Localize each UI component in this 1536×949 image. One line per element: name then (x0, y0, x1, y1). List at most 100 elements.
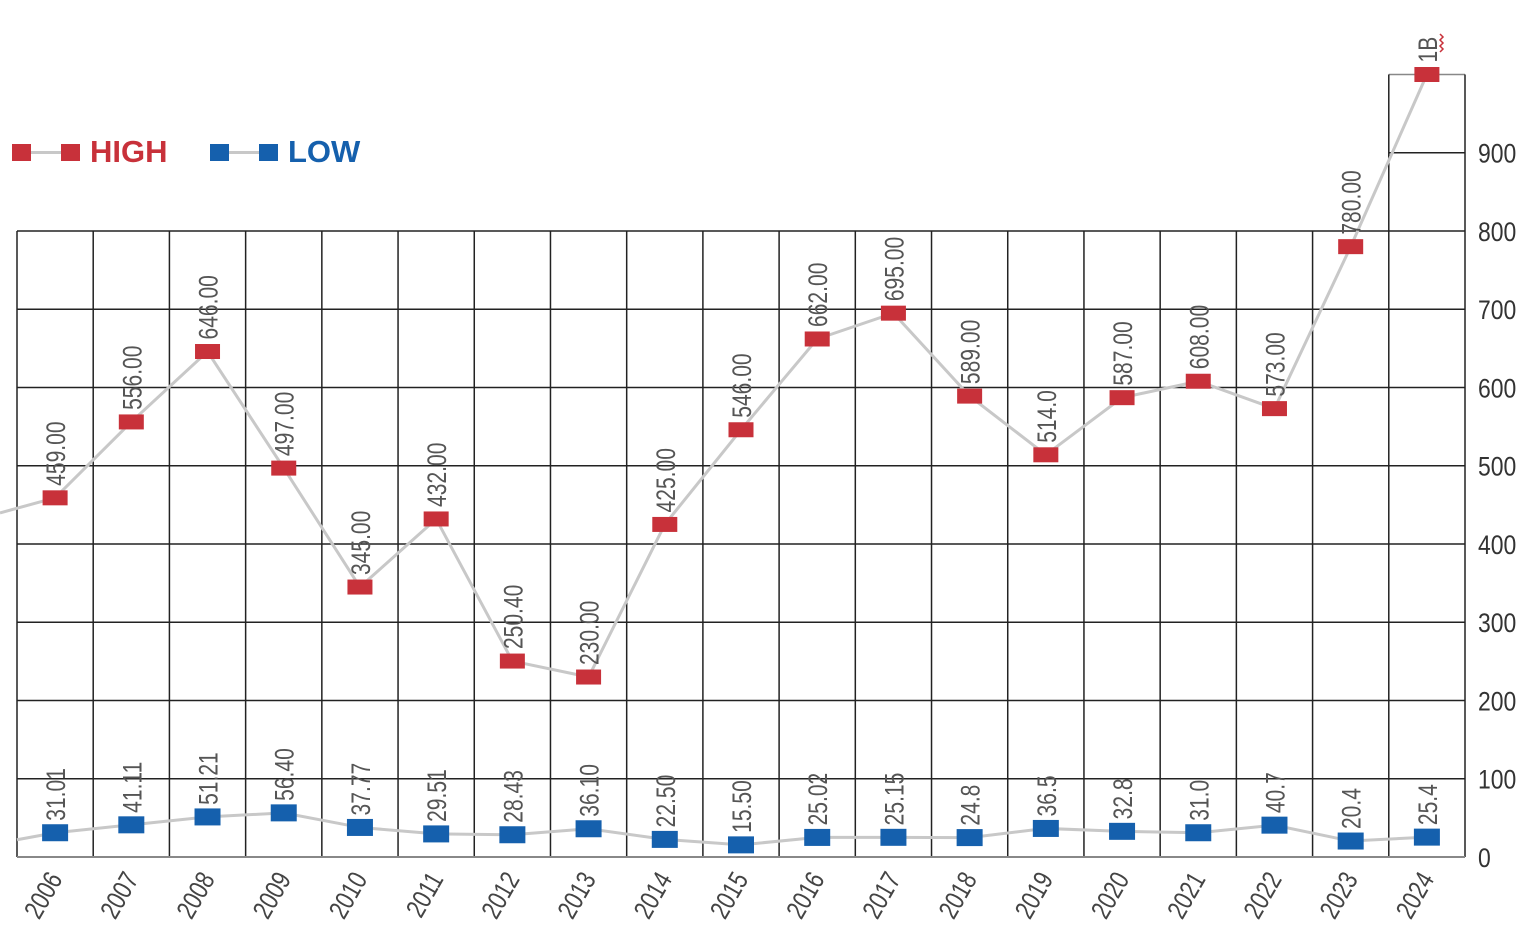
legend-low-line (229, 150, 259, 154)
high-data-label: 250.40 (499, 585, 529, 649)
high-data-label: 425.00 (651, 448, 681, 512)
low-data-label: 31.01 (42, 768, 72, 821)
x-tick-label: 2013 (552, 867, 602, 924)
low-point-2006 (42, 824, 69, 842)
high-data-label: 432.00 (423, 443, 453, 507)
high-data-label: 587.00 (1109, 321, 1139, 385)
low-data-label: 25.4 (1413, 784, 1443, 825)
high-data-label: 780.00 (1337, 170, 1367, 234)
low-data-label: 20.4 (1337, 788, 1367, 829)
x-tick-label: 2021 (1162, 867, 1212, 924)
y-tick-label: 100 (1478, 765, 1516, 795)
x-tick-label: 2016 (781, 867, 831, 924)
high-point-2015 (728, 422, 754, 438)
y-tick-label: 700 (1478, 296, 1516, 326)
x-tick-label: 2023 (1315, 867, 1365, 924)
low-data-label: 24.8 (956, 785, 986, 826)
low-data-label: 31.0 (1185, 780, 1215, 821)
high-point-2024 (1414, 67, 1440, 82)
high-point-2023 (1338, 239, 1364, 255)
low-point-2015 (728, 836, 754, 854)
low-data-label: 29.51 (423, 769, 453, 822)
x-tick-label: 2020 (1086, 867, 1136, 924)
x-tick-label: 2007 (95, 867, 145, 924)
y-tick-label: 300 (1478, 609, 1516, 639)
high-data-label: 662.00 (804, 263, 834, 327)
high-data-label: 459.00 (42, 421, 72, 485)
y-tick-label: 400 (1478, 530, 1516, 560)
legend-high-label: HIGH (90, 134, 168, 169)
high-point-2010 (347, 579, 373, 595)
y-tick-label: 600 (1478, 374, 1516, 404)
high-data-label: 646.00 (194, 275, 224, 339)
low-point-2020 (1109, 822, 1136, 840)
low-data-label: 28.43 (499, 770, 529, 823)
low-point-2007 (118, 816, 145, 834)
high-data-label: 546.00 (728, 353, 758, 417)
low-data-label: 25.02 (804, 773, 834, 826)
low-point-2010 (346, 818, 373, 836)
x-tick-label: 2014 (629, 867, 679, 924)
high-point-2022 (1261, 401, 1287, 417)
high-point-2014 (652, 516, 678, 532)
low-data-label: 22.50 (651, 775, 681, 828)
high-data-label: 1B (1413, 37, 1443, 63)
y-tick-label: 0 (1478, 843, 1491, 873)
high-point-2019 (1033, 447, 1059, 463)
x-tick-label: 2010 (324, 867, 374, 924)
low-point-2014 (651, 830, 678, 848)
x-tick-label: 2011 (401, 867, 450, 922)
low-point-2021 (1185, 824, 1212, 842)
x-tick-label: 2015 (705, 867, 755, 924)
high-data-label: 608.00 (1185, 305, 1215, 369)
high-point-2009 (271, 460, 297, 476)
y-tick-label: 900 (1478, 139, 1516, 169)
high-point-2011 (423, 511, 449, 527)
low-point-2019 (1032, 819, 1059, 837)
low-point-2009 (270, 804, 297, 822)
low-point-2013 (575, 820, 602, 838)
high-point-2021 (1185, 373, 1211, 389)
high-data-label: 230.00 (575, 601, 605, 665)
legend-low-label: LOW (288, 134, 361, 169)
y-tick-label: 800 (1478, 217, 1516, 247)
high-point-2012 (499, 653, 525, 669)
high-point-2006 (42, 490, 68, 506)
low-point-2023 (1337, 832, 1364, 850)
low-point-2022 (1261, 816, 1288, 834)
legend-high: HIGH (12, 134, 168, 170)
x-tick-label: 2008 (171, 867, 221, 924)
low-data-label: 41.11 (118, 762, 148, 813)
legend-low: LOW (210, 134, 360, 170)
high-point-2020 (1109, 390, 1135, 406)
low-point-2017 (880, 828, 907, 846)
high-point-2013 (576, 669, 602, 685)
low-data-label: 32.8 (1109, 778, 1139, 819)
high-data-label: 497.00 (270, 392, 300, 456)
low-data-label: 56.40 (270, 748, 300, 801)
x-tick-label: 2017 (857, 867, 907, 924)
x-tick-label: 2018 (934, 867, 984, 924)
high-data-label: 589.00 (956, 320, 986, 384)
high-point-2007 (118, 414, 144, 430)
low-data-label: 25.15 (880, 773, 910, 826)
legend-high-marker (12, 143, 31, 161)
low-point-2011 (423, 825, 450, 843)
high-point-2016 (804, 331, 830, 347)
low-point-2016 (804, 828, 831, 846)
legend-low-marker (210, 143, 229, 161)
low-data-label: 40.7 (1261, 772, 1291, 813)
x-tick-label: 2012 (476, 867, 526, 924)
legend-high-line (31, 150, 61, 154)
high-data-label: 556.00 (118, 346, 148, 410)
legend-high-marker (61, 143, 80, 161)
x-tick-label: 2019 (1010, 867, 1060, 924)
low-data-label: 15.50 (728, 780, 758, 833)
low-point-2024 (1413, 828, 1440, 846)
low-data-label: 36.5 (1032, 775, 1062, 816)
x-tick-label: 2022 (1238, 867, 1288, 924)
axis-break-icon (1438, 33, 1445, 53)
y-tick-label: 200 (1478, 687, 1516, 717)
high-data-label: 345.00 (347, 511, 377, 575)
x-tick-label: 2006 (19, 867, 69, 924)
